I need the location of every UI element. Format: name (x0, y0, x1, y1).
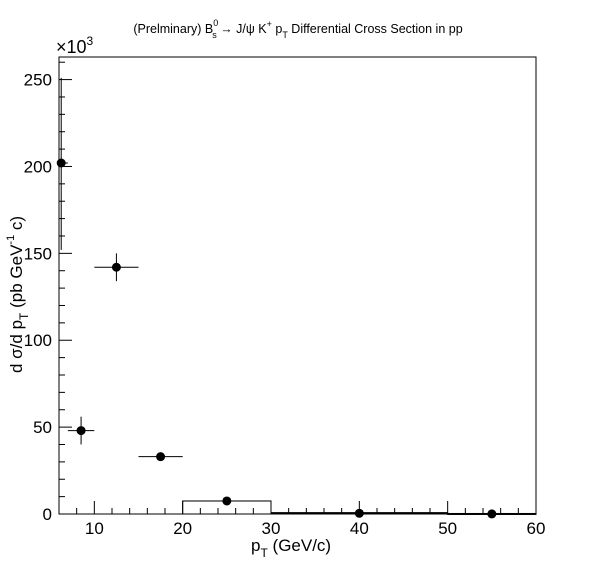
y-tick-label: 150 (24, 244, 52, 263)
x-tick-label: 20 (173, 519, 192, 538)
data-point-group (56, 77, 68, 250)
y-tick-label: 100 (24, 331, 52, 350)
x-tick-label: 30 (262, 519, 281, 538)
x-axis-label: pT (GeV/c) (251, 536, 331, 560)
title-k-sup: + (267, 19, 272, 29)
data-point (76, 426, 86, 436)
data-point-group (182, 496, 271, 506)
y-multiplier-base: ×10 (56, 37, 87, 57)
data-point-group (94, 253, 139, 282)
y-multiplier-label: ×103 (56, 34, 94, 57)
title-pt-sub: T (282, 30, 288, 40)
x-tick-label: 40 (350, 519, 369, 538)
data-point-group (447, 509, 536, 519)
y-label-part2: (pb GeV (7, 244, 26, 313)
y-label-part3: c) (7, 216, 26, 235)
title-suffix: Differential Cross Section in pp (288, 22, 463, 36)
chart-title: (Prelminary) B0 s → J/ψ K+ pT Differentia… (133, 18, 462, 40)
y-label-part1: d σ/d p (7, 320, 26, 373)
x-label-rest: (GeV/c) (268, 536, 331, 555)
data-point-group (138, 452, 183, 462)
y-label-sub: T (17, 312, 31, 320)
title-b-sub: s (212, 30, 217, 40)
x-label-sub: T (260, 546, 268, 560)
data-point-group (271, 508, 448, 518)
title-pt-base: p (272, 22, 282, 36)
x-tick-label: 10 (85, 519, 104, 538)
y-tick-label: 200 (24, 157, 52, 176)
y-label-sup: -1 (5, 235, 17, 245)
x-tick-label: 50 (438, 519, 457, 538)
data-point (56, 158, 66, 168)
data-point (156, 452, 166, 462)
title-arrow-part: → J/ψ K (217, 22, 268, 36)
x-label-base: p (251, 536, 260, 555)
data-point (111, 262, 121, 272)
y-tick-label: 50 (33, 418, 52, 437)
y-tick-label: 0 (43, 505, 52, 524)
data-point-group (67, 416, 95, 445)
x-tick-label: 60 (527, 519, 546, 538)
y-multiplier-exp: 3 (87, 34, 94, 48)
data-points (56, 77, 536, 519)
data-point (354, 508, 364, 518)
title-prefix: (Prelminary) B (133, 22, 213, 36)
data-point (487, 509, 497, 519)
title-b-sup: 0 (213, 18, 218, 28)
y-tick-label: 250 (24, 71, 52, 90)
data-point (222, 496, 232, 506)
y-axis-label: d σ/d pT (pb GeV-1 c) (5, 216, 31, 373)
